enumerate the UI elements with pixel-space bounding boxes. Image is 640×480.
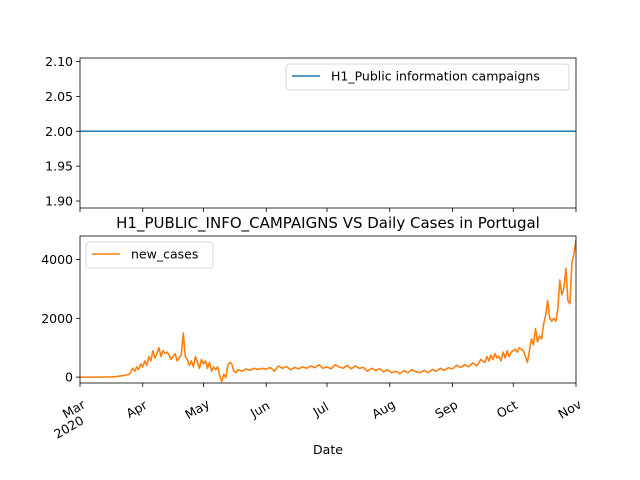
bottom-y-tick-label: 0 — [65, 370, 73, 385]
bottom-legend: new_cases — [85, 241, 214, 269]
bottom-y-tick-label: 2000 — [41, 311, 73, 326]
top-y-tick-label: 1.95 — [45, 159, 73, 174]
x-axis-label: Date — [313, 442, 343, 457]
new-cases-line — [80, 239, 576, 383]
top-x-ticks — [79, 208, 577, 212]
top-y-tick-label: 2.05 — [45, 89, 73, 104]
top-legend: H1_Public information campaigns — [285, 63, 570, 91]
bottom-legend-label: new_cases — [131, 247, 198, 262]
bottom-y-tick-label: 4000 — [41, 252, 73, 267]
bottom-x-tick-label: Jul — [310, 399, 331, 420]
top-y-tick-label: 2.00 — [45, 124, 73, 139]
top-y-tick-label: 2.10 — [45, 54, 73, 69]
bottom-subplot: H1_PUBLIC_INFO_CAMPAIGNS VS Daily Cases … — [41, 214, 584, 457]
top-legend-box — [285, 63, 570, 91]
top-y-ticks: 1.90 1.95 2.00 2.05 2.10 — [45, 54, 80, 209]
chart-title: H1_PUBLIC_INFO_CAMPAIGNS VS Daily Cases … — [116, 214, 540, 233]
top-subplot: 1.90 1.95 2.00 2.05 2.10 H1_Public informati… — [45, 54, 577, 212]
bottom-axes-frame — [79, 235, 577, 384]
top-legend-label: H1_Public information campaigns — [331, 69, 540, 84]
top-axes-frame — [79, 57, 577, 209]
top-y-tick-label: 1.90 — [45, 194, 73, 209]
bottom-legend-box — [85, 241, 214, 269]
bottom-y-ticks: 0 2000 4000 — [41, 252, 80, 385]
